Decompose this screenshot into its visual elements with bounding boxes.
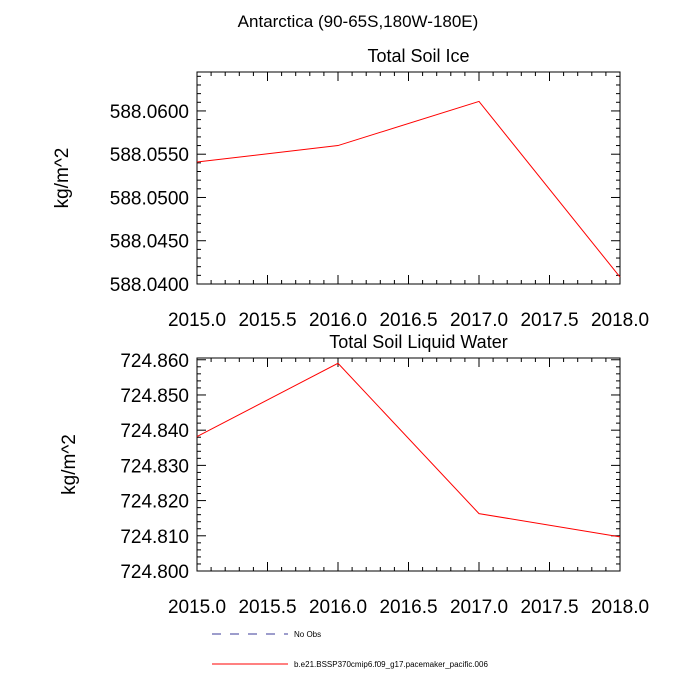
plot-frame xyxy=(196,357,621,572)
x-tick-label: 2017.0 xyxy=(450,597,508,618)
figure-title: Antarctica (90-65S,180W-180E) xyxy=(238,12,479,31)
y-tick-label: 724.850 xyxy=(120,386,189,407)
x-tick-label: 2017.5 xyxy=(520,310,578,331)
x-tick-label: 2015.0 xyxy=(168,310,226,331)
chart-title: Total Soil Liquid Water xyxy=(329,332,507,352)
y-tick-label: 724.840 xyxy=(120,421,189,442)
x-tick-label: 2015.5 xyxy=(238,597,296,618)
y-axis-label: kg/m^2 xyxy=(52,148,73,209)
y-tick-label: 724.860 xyxy=(120,351,189,372)
x-tick-label: 2018.0 xyxy=(591,310,649,331)
y-tick-label: 724.810 xyxy=(120,527,189,548)
y-tick-label: 588.0500 xyxy=(110,188,189,209)
x-tick-label: 2018.0 xyxy=(591,597,649,618)
chart-title: Total Soil Ice xyxy=(367,46,469,66)
series-line xyxy=(196,362,621,538)
y-tick-label: 588.0600 xyxy=(110,102,189,123)
legend: No Obs b.e21.BSSP370cmip6.f09_g17.pacema… xyxy=(212,630,488,669)
x-tick-label: 2016.0 xyxy=(309,310,367,331)
x-tick-label: 2015.0 xyxy=(168,597,226,618)
x-tick-label: 2016.5 xyxy=(379,597,437,618)
x-tick-label: 2015.5 xyxy=(238,310,296,331)
y-tick-label: 724.820 xyxy=(120,492,189,513)
x-tick-label: 2017.0 xyxy=(450,310,508,331)
chart-panel-soil-ice: Total Soil Ice kg/m^2 2015.0 2015.5 2016.0 20… xyxy=(52,46,649,331)
x-tick-label: 2016.5 xyxy=(379,310,437,331)
y-axis-label: kg/m^2 xyxy=(59,434,80,495)
legend-label-no-obs: No Obs xyxy=(294,630,321,639)
y-tick-label: 724.800 xyxy=(120,562,189,583)
series-line xyxy=(196,100,621,278)
chart-panel-soil-liquid-water: Total Soil Liquid Water kg/m^2 2015.0 2015.… xyxy=(59,332,649,618)
plot-frame xyxy=(196,71,621,285)
y-tick-label: 588.0400 xyxy=(110,275,189,296)
legend-label-model-run: b.e21.BSSP370cmip6.f09_g17.pacemaker_pac… xyxy=(294,660,488,669)
x-tick-label: 2016.0 xyxy=(309,597,367,618)
y-tick-label: 588.0450 xyxy=(110,232,189,253)
x-tick-label: 2017.5 xyxy=(520,597,578,618)
y-tick-label: 588.0550 xyxy=(110,145,189,166)
y-tick-label: 724.830 xyxy=(120,456,189,477)
